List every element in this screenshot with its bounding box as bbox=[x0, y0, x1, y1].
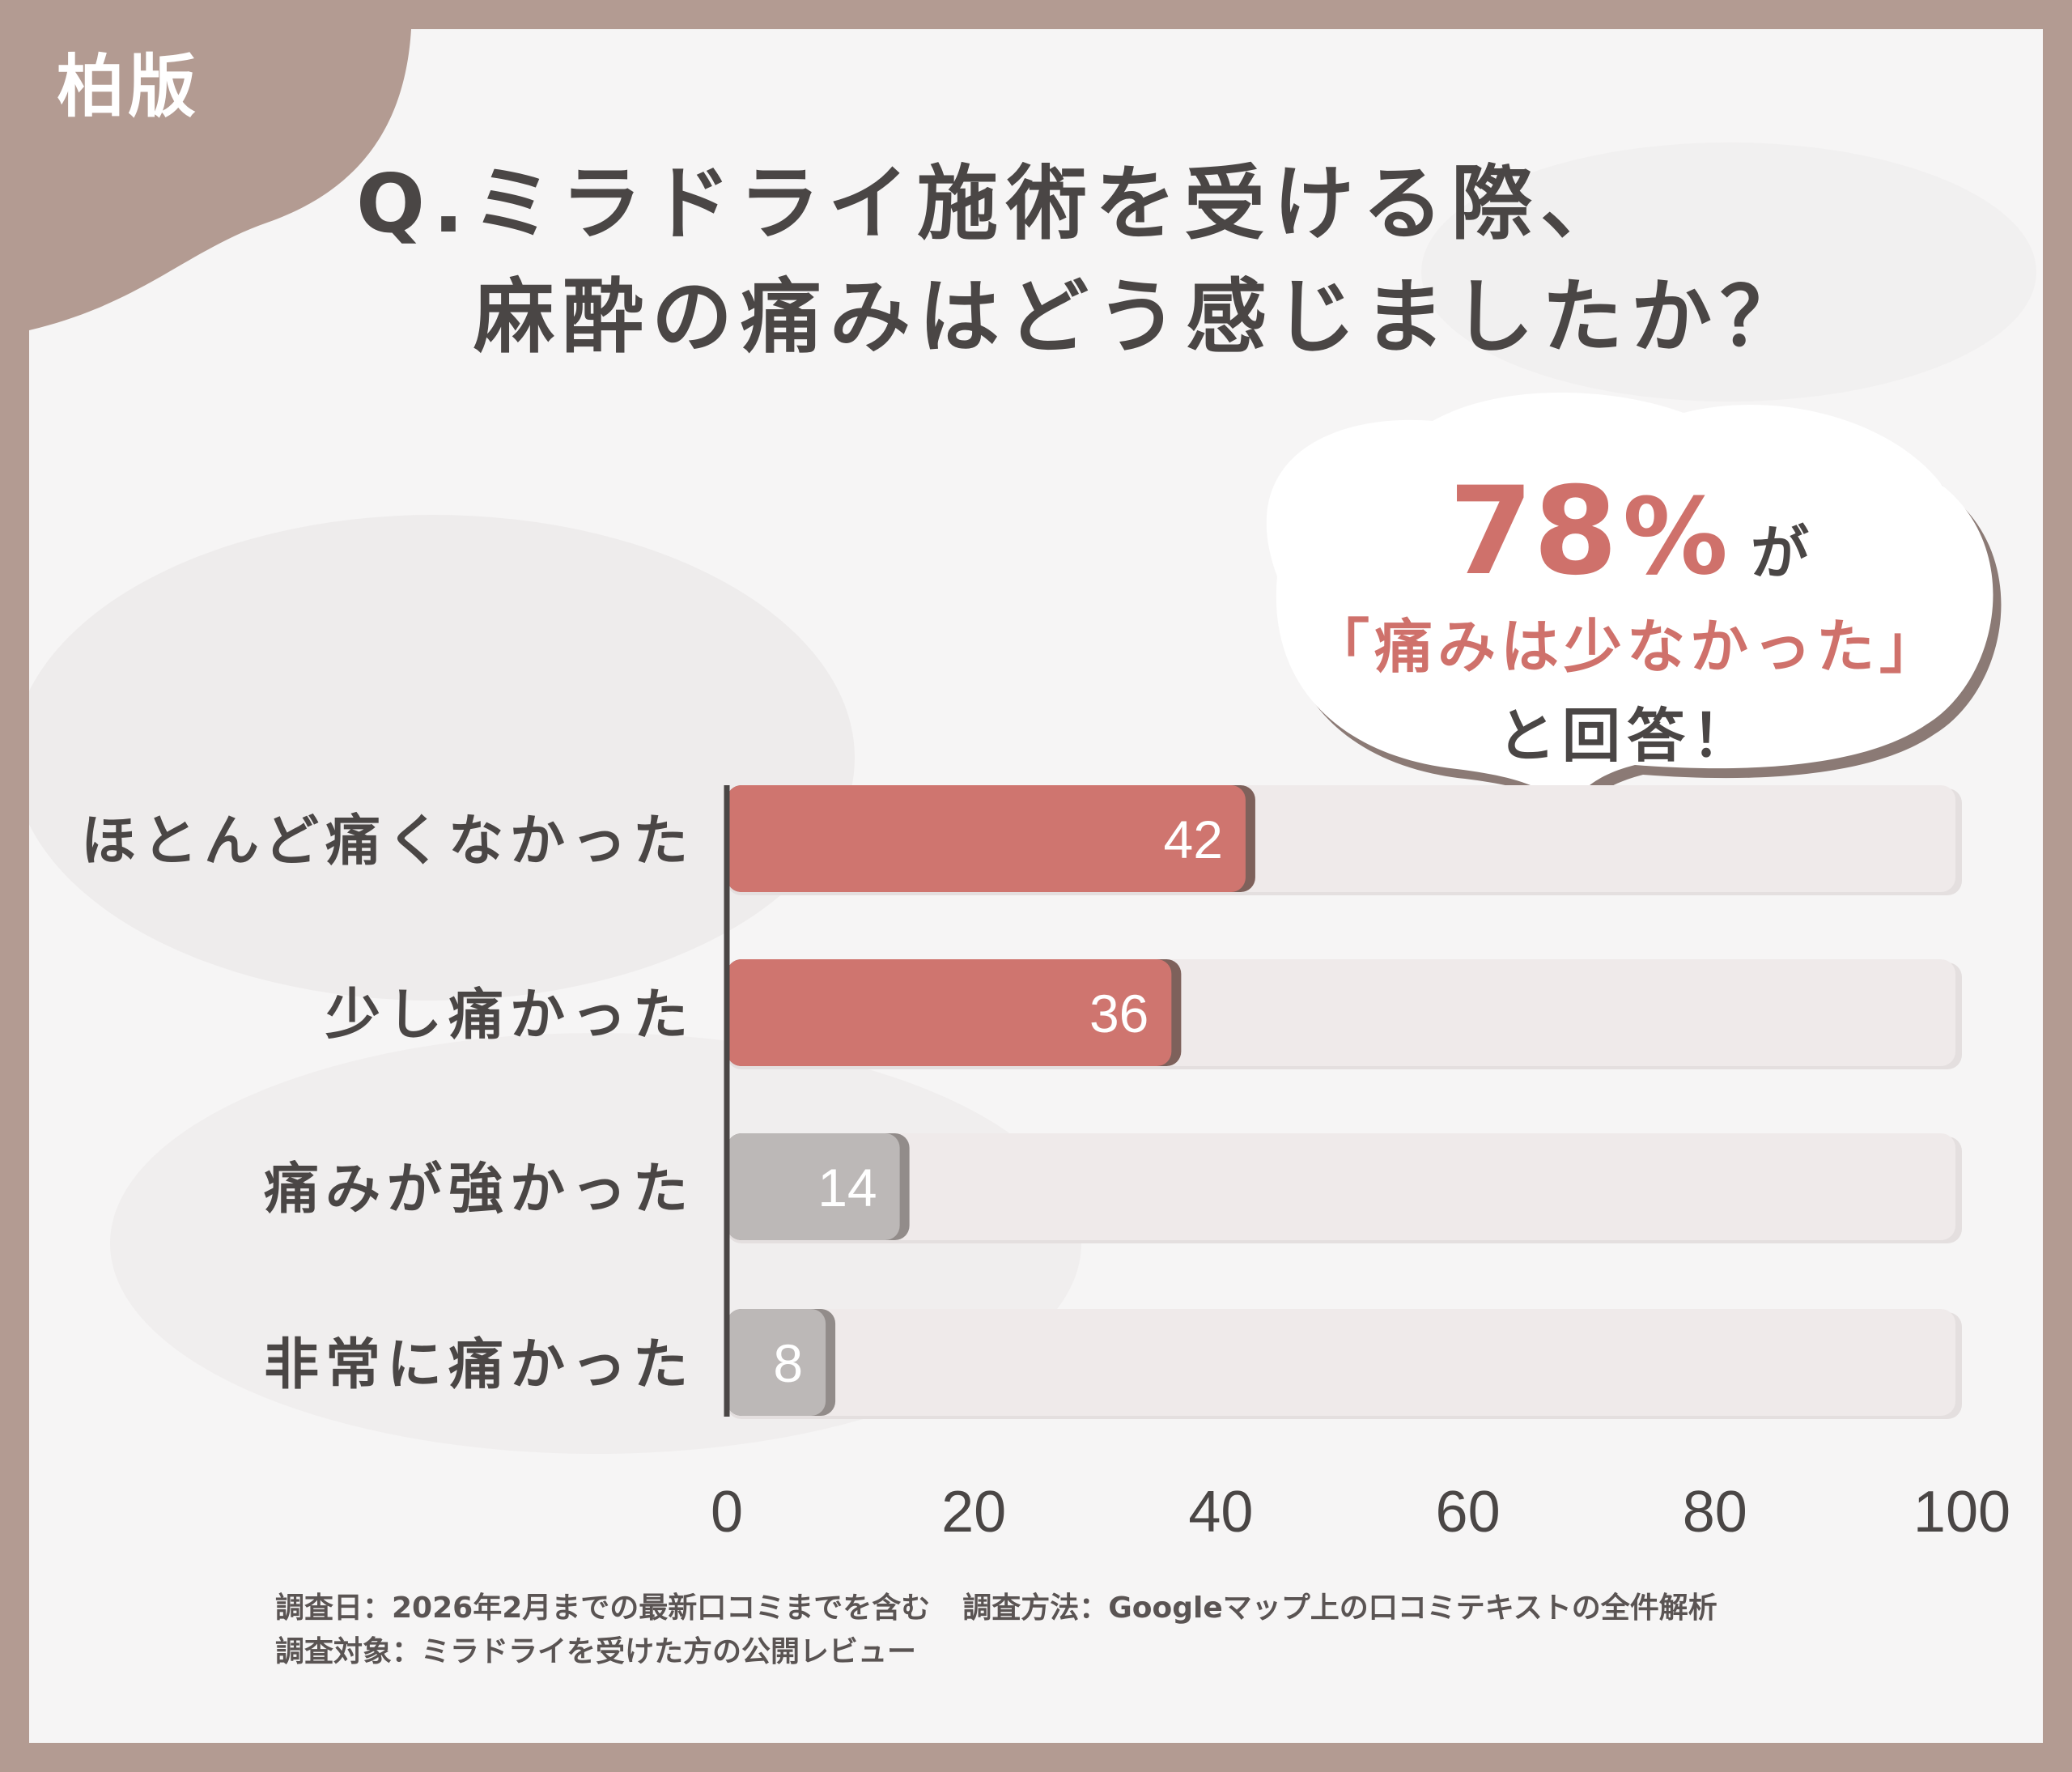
region-tag-shape bbox=[29, 29, 411, 330]
bar-chart: 42 ほとんど痛くなかった 36 少し痛かった 14 痛みが強かった 8 非常に痛かった 0 20… bbox=[81, 785, 2010, 1545]
callout-answer: と回答！ bbox=[1497, 702, 1756, 770]
bar-value-label: 42 bbox=[1163, 810, 1222, 869]
survey-notes: 調査日：2026年2月までの最新口コミまでを含む 調査方法：Googleマップ上の… bbox=[275, 1587, 1750, 1674]
callout-percent-sign: % bbox=[1622, 475, 1729, 598]
question-title-line1: Q.ミラドライ施術を受ける際、 bbox=[356, 156, 1629, 251]
category-label: 少し痛かった bbox=[325, 984, 694, 1047]
survey-date: 調査日：2026年2月までの最新口コミまでを含む bbox=[275, 1591, 931, 1625]
bar bbox=[727, 785, 1246, 892]
bar bbox=[727, 959, 1172, 1066]
callout-particle: が bbox=[1751, 519, 1810, 587]
region-tag-label: 柏版 bbox=[57, 47, 200, 126]
x-tick-label: 100 bbox=[1913, 1480, 2010, 1545]
category-label: ほとんど痛くなかった bbox=[81, 810, 694, 873]
question-title-line2: 麻酔の痛みはどう感じましたか？ bbox=[473, 270, 1809, 364]
survey-method: 調査方法：Googleマップ上の口コミテキストの全件解析 bbox=[962, 1591, 1717, 1625]
x-tick-label: 60 bbox=[1436, 1480, 1501, 1545]
bar-value-label: 14 bbox=[817, 1158, 877, 1217]
category-label: 痛みが強かった bbox=[264, 1158, 694, 1222]
bar bbox=[727, 1133, 900, 1240]
bar-track bbox=[727, 1309, 1955, 1416]
bar bbox=[727, 1309, 826, 1416]
category-label: 非常に痛かった bbox=[264, 1333, 694, 1397]
bar-value-label: 8 bbox=[773, 1333, 803, 1393]
x-tick-label: 80 bbox=[1683, 1480, 1747, 1545]
callout-percent-value: 78 bbox=[1449, 461, 1618, 602]
callout-percent: 78% が bbox=[1449, 461, 1809, 602]
x-tick-label: 20 bbox=[941, 1480, 1006, 1545]
x-tick-label: 40 bbox=[1188, 1480, 1253, 1545]
survey-target: 調査対象：ミラドライを受けた方の公開レビュー bbox=[275, 1635, 917, 1668]
bar-track bbox=[727, 1133, 1955, 1240]
callout-quote: 「痛みは少なかった」 bbox=[1311, 613, 1943, 681]
x-tick-label: 0 bbox=[711, 1480, 743, 1545]
bar-value-label: 36 bbox=[1089, 984, 1149, 1043]
